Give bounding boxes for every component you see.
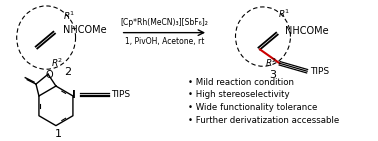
Text: [Cp*Rh(MeCN)₃][SbF₆]₂: [Cp*Rh(MeCN)₃][SbF₆]₂ <box>121 18 208 27</box>
Text: • Mild reaction condition: • Mild reaction condition <box>188 78 294 87</box>
Text: TIPS: TIPS <box>310 67 329 76</box>
Text: • Wide functionality tolerance: • Wide functionality tolerance <box>188 103 318 112</box>
Text: • Further derivatization accessable: • Further derivatization accessable <box>188 116 340 125</box>
Text: I: I <box>72 90 76 100</box>
Text: O: O <box>45 70 53 80</box>
Text: 2: 2 <box>64 67 71 77</box>
Text: NHCOMe: NHCOMe <box>63 25 107 35</box>
Text: NHCOMe: NHCOMe <box>285 26 328 36</box>
Text: 1, PivOH, Acetone, rt: 1, PivOH, Acetone, rt <box>125 37 204 46</box>
Text: TIPS: TIPS <box>111 91 130 99</box>
Text: • High stereoselectivity: • High stereoselectivity <box>188 91 290 99</box>
Text: $R^1$: $R^1$ <box>278 7 290 20</box>
Text: $R^2$: $R^2$ <box>51 56 64 69</box>
Text: $R^1$: $R^1$ <box>63 9 75 22</box>
Text: 1: 1 <box>54 129 61 139</box>
Text: 3: 3 <box>269 70 276 80</box>
Text: $R^2$: $R^2$ <box>265 56 277 69</box>
